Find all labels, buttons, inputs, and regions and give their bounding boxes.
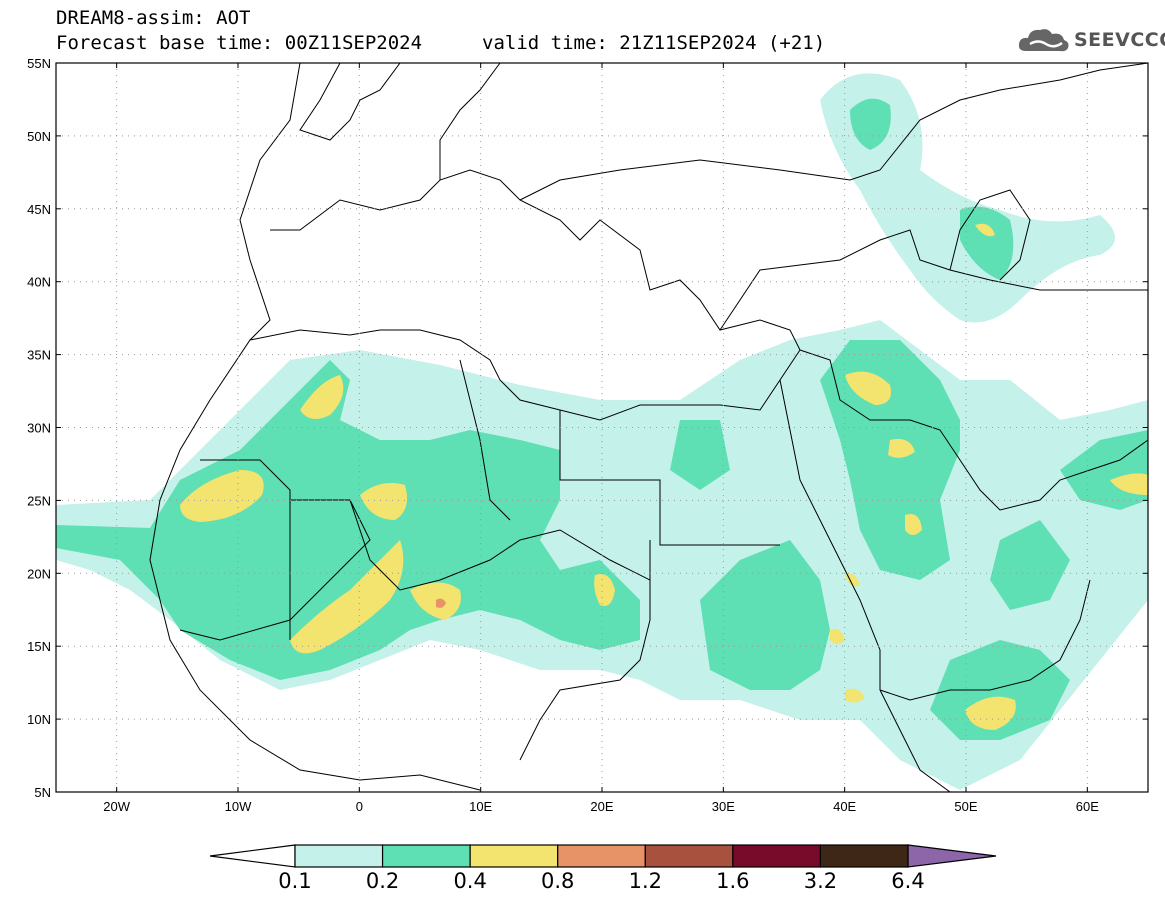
seevccc-logo: SEEVCCC: [1018, 24, 1165, 56]
lon-label: 10E: [469, 799, 492, 814]
colorbar-level-label: 6.4: [891, 869, 925, 893]
colorbar-box: [644, 844, 734, 868]
lat-label: 30N: [27, 421, 51, 436]
lat-label: 20N: [27, 566, 51, 581]
colorbar-level-label: 0.8: [541, 869, 575, 893]
lat-label: 45N: [27, 202, 51, 217]
valid-time: valid time: 21Z11SEP2024 (+21): [482, 32, 826, 54]
colorbar-box: [732, 844, 822, 868]
colorbar: [209, 844, 997, 868]
colorbar-level-label: 0.1: [278, 869, 312, 893]
lat-label: 50N: [27, 129, 51, 144]
colorbar-level-label: 3.2: [803, 869, 838, 893]
colorbar-box: [557, 844, 646, 868]
cloud-logo-icon: [1018, 29, 1069, 52]
lat-label: 15N: [27, 639, 51, 654]
aot-band-0.8: [436, 598, 446, 608]
lon-label: 0: [356, 799, 363, 814]
colorbar-level-label: 1.6: [716, 869, 750, 893]
lon-label: 60E: [1076, 799, 1099, 814]
lat-label: 35N: [27, 348, 51, 363]
colorbar-high-arrow: [907, 844, 997, 868]
logo-text: SEEVCCC: [1074, 29, 1165, 51]
colorbar-box: [294, 844, 384, 868]
title-variable: DREAM8-assim: AOT: [56, 7, 251, 29]
lon-label: 30E: [712, 799, 735, 814]
colorbar-level-label: 1.2: [628, 869, 662, 893]
lat-label: 5N: [34, 785, 51, 800]
colorbar-box: [381, 844, 471, 868]
lon-label: 50E: [954, 799, 977, 814]
aot-band-0.2: [56, 98, 1148, 740]
lon-label: 40E: [833, 799, 856, 814]
colorbar-level-label: 0.2: [365, 869, 400, 893]
lat-label: 10N: [27, 712, 51, 727]
lat-label: 40N: [27, 275, 51, 290]
colorbar-box: [819, 844, 909, 868]
coastlines: [149, 63, 1148, 792]
lon-label: 10W: [225, 799, 252, 814]
colorbar-level-label: 0.4: [453, 869, 487, 893]
colorbar-box: [469, 844, 559, 868]
aot-band-0.4: [180, 223, 1148, 730]
graticule: [56, 63, 1148, 792]
lon-label: 20W: [103, 799, 130, 814]
lat-label: 55N: [27, 56, 51, 71]
lon-label: 20E: [590, 799, 613, 814]
lat-label: 25N: [27, 493, 51, 508]
forecast-base-time: Forecast base time: 00Z11SEP2024: [56, 32, 423, 54]
axis-ticks: 55N 50N 45N 40N 35N 30N 25N 20N 15N 10N 5N 20W 10W 0 1…: [27, 56, 1148, 814]
colorbar-low-arrow: [209, 844, 296, 868]
